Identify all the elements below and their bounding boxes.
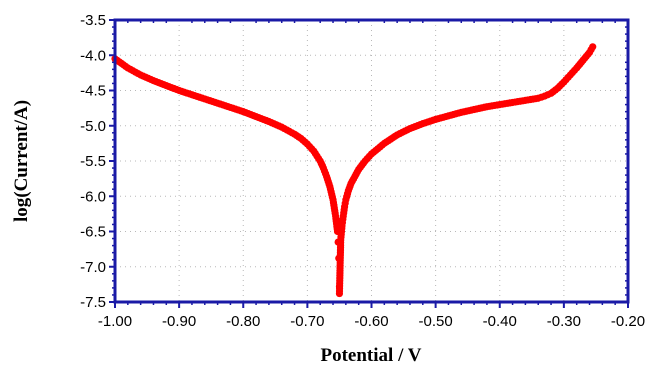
x-tick-label: -0.20 <box>611 313 645 330</box>
x-tick-label: -0.90 <box>162 313 196 330</box>
x-tick-label: -0.80 <box>226 313 260 330</box>
y-tick-label: -3.5 <box>80 12 106 29</box>
plot-background <box>115 20 628 302</box>
y-tick-label: -5.5 <box>80 153 106 170</box>
x-tick-labels: -1.00 -0.90 -0.80 -0.70 -0.60 -0.50 -0.40 -0.30… <box>98 313 645 330</box>
x-tick-label: -0.50 <box>419 313 453 330</box>
y-tick-label: -7.5 <box>80 294 106 311</box>
x-tick-label: -0.40 <box>483 313 517 330</box>
y-tick-label: -5.0 <box>80 118 106 135</box>
y-tick-labels: -3.5 -4.0 -4.5 -5.0 -5.5 -6.0 -6.5 -7.0 -7.5 <box>80 12 106 311</box>
y-tick-label: -7.0 <box>80 259 106 276</box>
y-tick-label: -4.0 <box>80 47 106 64</box>
x-tick-label: -0.60 <box>354 313 388 330</box>
x-tick-label: -1.00 <box>98 313 132 330</box>
y-tick-label: -6.0 <box>80 188 106 205</box>
x-tick-label: -0.30 <box>547 313 581 330</box>
y-tick-label: -4.5 <box>80 83 106 100</box>
grid-lines <box>115 20 628 302</box>
y-axis-title: log(Current/A) <box>11 100 32 222</box>
data-points <box>111 43 597 298</box>
x-axis-title: Potential / V <box>321 345 422 366</box>
y-tick-label: -6.5 <box>80 224 106 241</box>
data-point <box>589 43 597 51</box>
x-tick-label: -0.70 <box>290 313 324 330</box>
plot-frame <box>113 18 630 304</box>
